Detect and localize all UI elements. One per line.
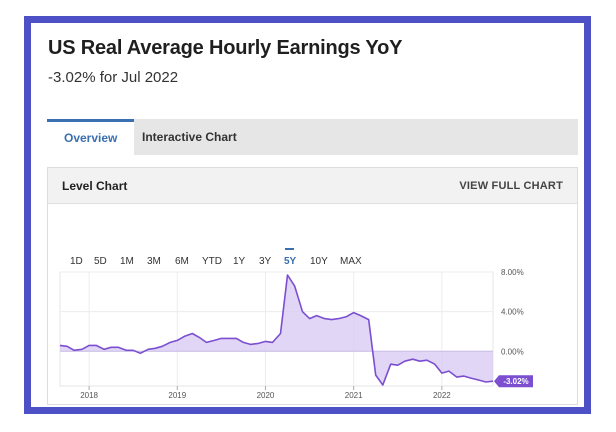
range-button-3y[interactable]: 3Y (259, 256, 272, 267)
tab-interactive-chart[interactable]: Interactive Chart (142, 130, 237, 144)
series-area (60, 275, 493, 385)
tab-overview[interactable]: Overview (47, 119, 135, 155)
range-button-1m[interactable]: 1M (120, 256, 134, 267)
range-button-3m[interactable]: 3M (147, 256, 161, 267)
latest-value-subtitle: -3.02% for Jul 2022 (48, 69, 179, 86)
x-tick-label: 2022 (433, 391, 451, 400)
series-line (59, 274, 494, 386)
range-button-1d[interactable]: 1D (70, 256, 83, 267)
range-button-max[interactable]: MAX (340, 256, 362, 267)
range-button-6m[interactable]: 6M (175, 256, 189, 267)
x-tick-label: 2020 (257, 391, 275, 400)
last-value-label: -3.02% (503, 377, 528, 386)
range-button-ytd[interactable]: YTD (202, 256, 222, 267)
page-title: US Real Average Hourly Earnings YoY (48, 37, 403, 59)
plot-area (59, 271, 494, 387)
x-tick-label: 2021 (345, 391, 363, 400)
last-value-badge (494, 375, 533, 388)
y-tick-label: 4.00% (501, 308, 524, 317)
tab-bar: Overview Interactive Chart (47, 119, 578, 155)
x-tick-label: 2018 (80, 391, 98, 400)
card-frame: US Real Average Hourly Earnings YoY -3.0… (24, 16, 591, 414)
y-tick-label: 0.00% (501, 347, 524, 356)
y-tick-label: 8.00% (501, 268, 524, 277)
range-button-5y[interactable]: 5Y (284, 256, 297, 267)
range-button-5d[interactable]: 5D (94, 256, 107, 267)
level-chart-panel: Level Chart VIEW FULL CHART 1D 5D 1M 3M 6M YT… (47, 167, 578, 405)
range-button-10y[interactable]: 10Y (310, 256, 328, 267)
x-tick-label: 2019 (168, 391, 186, 400)
level-chart: 1D 5D 1M 3M 6M YTD 1Y 3Y 5Y 10Y MAX 8.00% 4.00% 0.00%… (59, 248, 533, 400)
panel-header: Level Chart VIEW FULL CHART (48, 168, 577, 204)
range-selected-marker (285, 248, 294, 250)
view-full-chart-link[interactable]: VIEW FULL CHART (459, 180, 563, 192)
panel-title: Level Chart (62, 179, 128, 193)
range-button-1y[interactable]: 1Y (233, 256, 246, 267)
